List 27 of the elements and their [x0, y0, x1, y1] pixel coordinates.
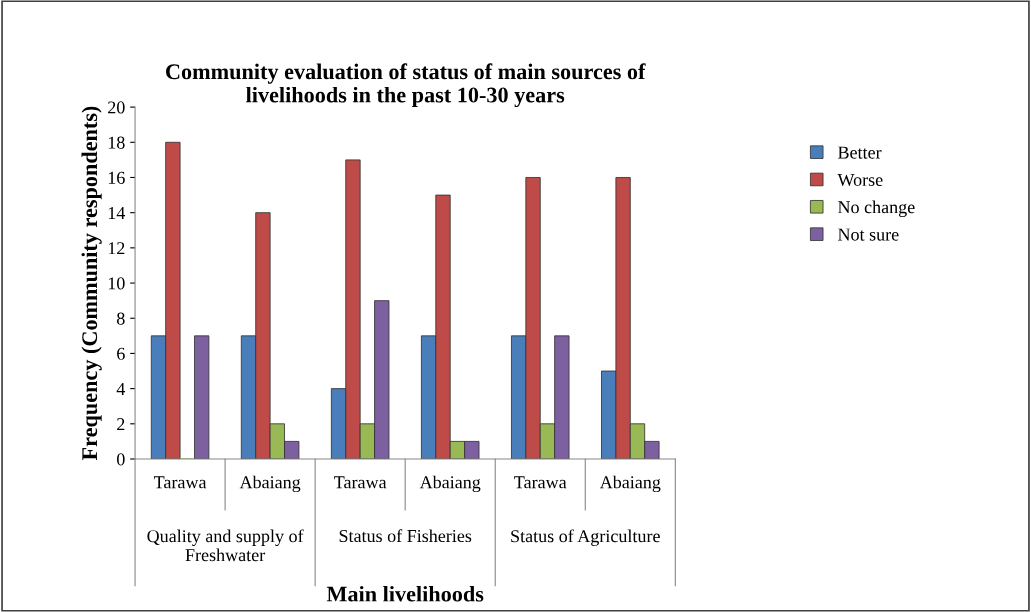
y-tick-label: 6 [117, 347, 125, 360]
legend-label: No change [838, 200, 915, 217]
x-tick-label: Tarawa [514, 476, 567, 489]
x-tick-label: Tarawa [153, 476, 207, 489]
y-tick-label: 0 [117, 453, 125, 466]
x-tick-label: Abaiang [239, 475, 301, 493]
x-tick-label: Abaiang [419, 475, 481, 493]
y-tick-label: 4 [116, 383, 126, 395]
text: Status of Agriculture [511, 529, 660, 546]
text: Status of Fisheries [339, 529, 472, 543]
x-tick-label: Tarawa [334, 476, 387, 489]
legend-label: Worse [837, 173, 883, 187]
y-tick-label: 10 [108, 277, 125, 290]
y-tick-label: 12 [108, 242, 125, 255]
text: Quality and supply of Freshwater [147, 529, 304, 562]
legend-label: Not sure [838, 228, 899, 241]
x-axis-title: Main livelihoods [326, 585, 484, 602]
y-tick-label: 16 [108, 171, 125, 184]
chart-title: Community evaluation of status of main sources of livelihoods in the past 10-30 years [166, 63, 646, 108]
y-tick-label: 14 [108, 207, 126, 219]
legend-label: Better [838, 146, 882, 159]
y-axis-title: Frequency (Community respondents) [81, 106, 102, 461]
y-tick-label: 18 [108, 136, 125, 149]
y-tick-label: 20 [108, 101, 125, 114]
x-tick-label: Abaiang [599, 475, 661, 493]
y-tick-label: 8 [117, 312, 125, 325]
y-tick-label: 2 [117, 418, 125, 431]
